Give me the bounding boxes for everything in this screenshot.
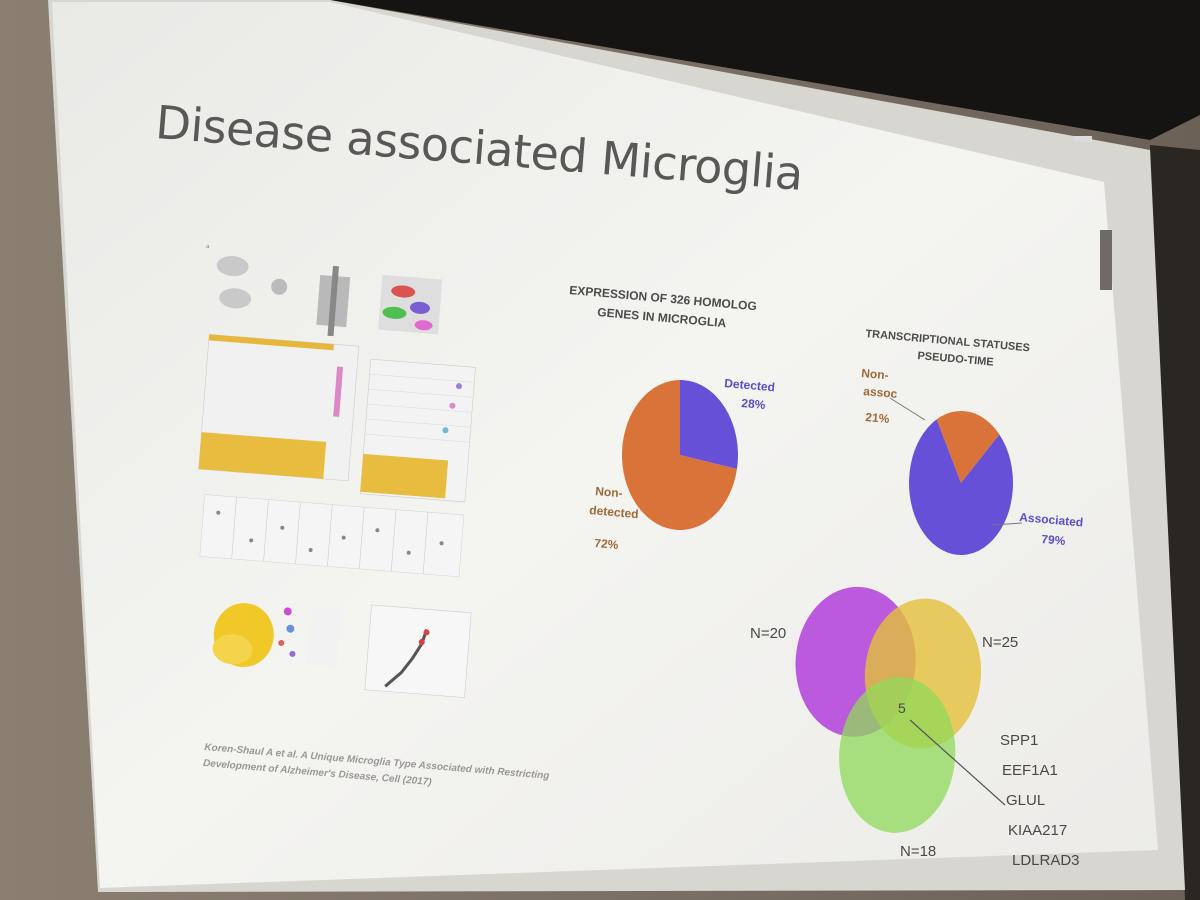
pie2-associated-pct: 79% (1040, 532, 1066, 549)
pie-chart-transcriptional (909, 411, 1013, 555)
venn-circle-bottom (839, 676, 956, 833)
pie2-slices (909, 411, 1013, 555)
venn-n-right: N=25 (982, 634, 1019, 651)
pie1-slices (622, 380, 738, 530)
figure-panel-b (198, 334, 476, 503)
figure-panel-d (212, 603, 472, 698)
pie1-nondetected-pct: 72% (593, 536, 619, 553)
screen-side-frame (1150, 145, 1200, 900)
venn-n-bottom: N=18 (900, 843, 937, 860)
venn-intersection-pointer (909, 719, 1006, 806)
pie1-nondetected-label-line1: Non- (594, 484, 624, 501)
gene-item: GLUL (1006, 792, 1046, 809)
figure-panel-a: a (206, 244, 443, 337)
pie2-leader-line (889, 397, 926, 421)
pie2-nonassoc-pct: 21% (864, 410, 890, 427)
venn-diagram (795, 586, 1006, 833)
gene-item: SPP1 (1000, 732, 1039, 749)
pie2-slice-associated (909, 419, 1013, 555)
venn-intersection-count: 5 (898, 700, 906, 716)
gene-item: KIAA217 (1008, 822, 1068, 839)
pie2-nonassoc-label-line1: Non- (860, 366, 890, 383)
paper-figure-thumbnail: a (198, 244, 476, 698)
projector-label (1074, 136, 1092, 142)
pie1-detected-pct: 28% (740, 396, 766, 413)
pie1-slice-detected (680, 380, 738, 470)
slide-edge-marker (1100, 230, 1112, 290)
pie2-slice-nonassoc (936, 411, 1000, 483)
pie-chart-expression (622, 380, 738, 530)
gene-item: LDLRAD3 (1012, 852, 1080, 869)
pie2-associated-leader (991, 522, 1023, 526)
pie1-slice-nondetected (622, 380, 737, 530)
dark-ceiling (330, 0, 1200, 140)
figure-panel-c (199, 494, 465, 578)
gene-item: EEF1A1 (1002, 762, 1058, 779)
svg-text:a: a (206, 244, 210, 250)
pie2-nonassoc-label-line2: assoc (862, 384, 898, 401)
venn-n-left: N=20 (750, 625, 787, 642)
